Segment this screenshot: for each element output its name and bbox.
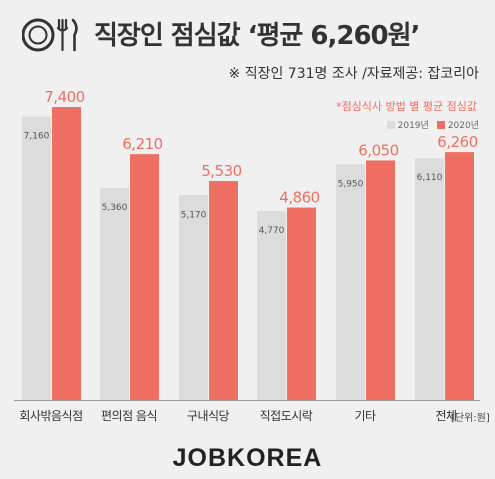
header: 직장인 점심값 ‘평균 6,260원’ (0, 0, 495, 70)
data-label-2019-0: 7,160 (24, 132, 50, 142)
bar-2019-1 (100, 187, 129, 400)
category-label-4: 기타 (354, 409, 376, 423)
bar-2020-2 (209, 181, 238, 400)
plate-fork-knife-icon (21, 18, 78, 52)
bar-2020-3 (287, 207, 316, 400)
category-label-0: 회사밖음식점 (19, 409, 82, 423)
category-label-1: 편의점 음식 (101, 409, 157, 423)
bar-chart: 7,160 7,400 회사밖음식점 5,360 6,210 편의점 음식 5,170 5,5… (14, 88, 480, 423)
data-label-2020-5: 6,260 (437, 133, 477, 151)
bar-2020-5 (445, 152, 474, 400)
legend-swatch-2020 (436, 120, 445, 129)
legend: 2019년 2020년 (386, 118, 479, 131)
subtitle: ※ 직장인 731명 조사 /자료제공: 잡코리아 (228, 66, 479, 82)
category-label-5: 전체 (435, 409, 456, 423)
bar-2019-4 (336, 164, 365, 400)
data-label-2020-2: 5,530 (201, 162, 241, 180)
bar-2020-0 (52, 107, 81, 400)
data-label-2019-1: 5,360 (102, 203, 128, 213)
data-label-2019-5: 6,110 (417, 173, 443, 183)
data-label-2019-4: 5,950 (338, 179, 364, 189)
legend-item-2020: 2020년 (436, 118, 479, 131)
category-label-2: 구내식당 (187, 409, 230, 423)
unit-label: [단위:원] (451, 413, 490, 424)
legend-item-2019: 2019년 (386, 118, 429, 131)
data-label-2020-3: 4,860 (279, 189, 319, 207)
legend-label-2019: 2019년 (397, 121, 429, 131)
chart-note: *점심식사 방법 별 평균 점심값 (336, 100, 477, 113)
data-label-2019-3: 4,770 (259, 226, 285, 236)
bar-2019-5 (415, 158, 444, 400)
bar-2019-0 (22, 116, 51, 401)
bar-2019-2 (179, 195, 208, 400)
page-title: 직장인 점심값 ‘평균 6,260원’ (94, 21, 420, 51)
data-label-2020-1: 6,210 (122, 135, 162, 153)
data-label-2020-4: 6,050 (358, 141, 398, 159)
jobkorea-logo: JOBKOREA (172, 444, 323, 472)
data-label-2020-0: 7,400 (44, 88, 84, 106)
bar-2020-1 (130, 154, 159, 400)
bar-2020-4 (366, 160, 395, 400)
bar-2019-3 (257, 211, 286, 400)
legend-swatch-2019 (386, 120, 395, 129)
data-label-2019-2: 5,170 (181, 210, 207, 220)
legend-label-2020: 2020년 (447, 121, 479, 131)
category-label-3: 직접도시락 (260, 409, 313, 423)
